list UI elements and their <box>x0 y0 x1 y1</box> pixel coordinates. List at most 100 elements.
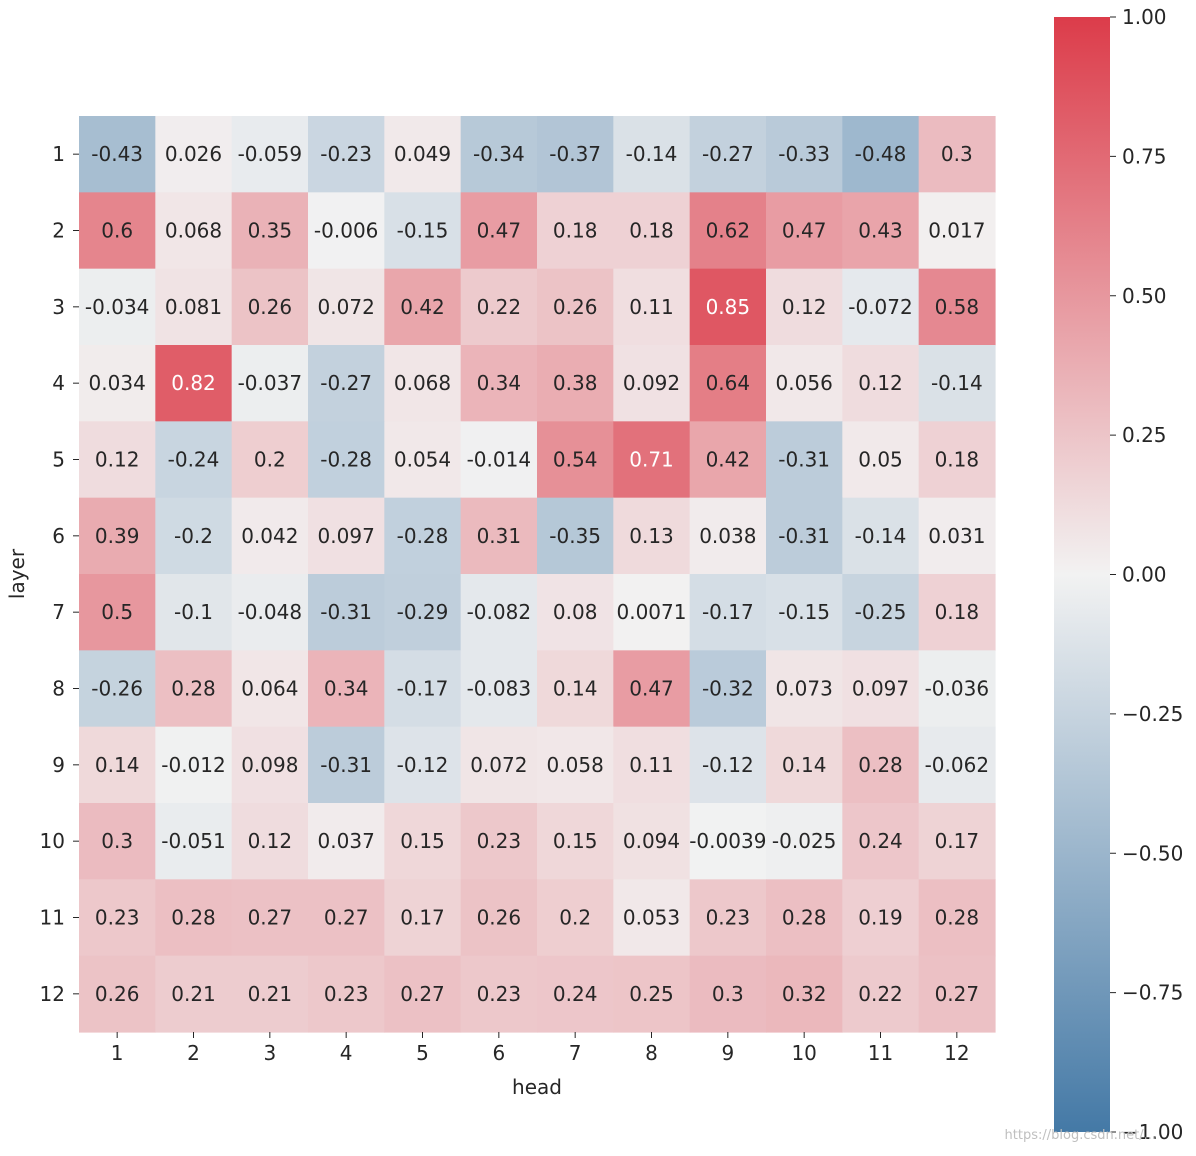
cell-label-r2-c1: 0.6 <box>101 219 133 243</box>
heatmap-cell-r8-c11 <box>842 650 920 728</box>
heatmap-cell-r7-c8 <box>613 574 691 651</box>
cell-label-r5-c12: 0.18 <box>935 448 980 472</box>
colorbar-tick-label-7: −0.75 <box>1122 981 1183 1005</box>
cell-label-r12-c4: 0.23 <box>324 982 369 1006</box>
y-tick-label-8: 8 <box>52 677 65 701</box>
cell-label-r7-c11: -0.25 <box>855 600 907 624</box>
heatmap-cell-r5-c12 <box>918 421 996 499</box>
heatmap-cell-r9-c2 <box>155 726 233 804</box>
cell-label-r1-c7: -0.37 <box>549 142 601 166</box>
cell-label-r5-c7: 0.54 <box>553 448 598 472</box>
heatmap-cell-r10-c10 <box>766 803 843 880</box>
y-axis-label: layer <box>5 548 29 599</box>
cell-label-r9-c11: 0.28 <box>858 753 903 777</box>
cell-label-r1-c1: -0.43 <box>91 142 143 166</box>
heatmap-cell-r3-c4 <box>308 268 385 346</box>
cell-label-r10-c6: 0.23 <box>477 829 522 853</box>
heatmap-cell-r11-c10 <box>766 879 843 957</box>
cell-label-r7-c5: -0.29 <box>397 600 449 624</box>
cell-label-r9-c8: 0.11 <box>629 753 674 777</box>
cell-label-r2-c6: 0.47 <box>477 219 522 243</box>
heatmap-cell-r2-c2 <box>155 192 233 270</box>
cell-label-r5-c6: -0.014 <box>467 448 531 472</box>
cell-label-r3-c5: 0.42 <box>400 295 445 319</box>
heatmap-cell-r9-c1 <box>79 726 156 804</box>
cell-label-r2-c4: -0.006 <box>314 219 378 243</box>
heatmap-cell-r11-c4 <box>308 879 385 957</box>
heatmap-cell-r6-c11 <box>842 497 920 575</box>
cell-label-r9-c2: -0.012 <box>161 753 225 777</box>
cell-label-r1-c6: -0.34 <box>473 142 525 166</box>
heatmap-cell-r3-c2 <box>155 268 233 346</box>
heatmap-cells <box>79 116 996 1033</box>
heatmap-cell-r10-c6 <box>460 803 538 880</box>
heatmap-cell-r9-c9 <box>689 726 767 804</box>
heatmap-cell-r6-c12 <box>918 497 996 575</box>
heatmap-cell-r5-c3 <box>231 421 309 499</box>
cell-label-r2-c10: 0.47 <box>782 219 827 243</box>
heatmap-cell-r6-c1 <box>79 497 156 575</box>
heatmap-cell-r11-c6 <box>460 879 538 957</box>
cell-label-r7-c10: -0.15 <box>778 600 830 624</box>
cell-label-r8-c9: -0.32 <box>702 677 754 701</box>
heatmap-cell-r8-c8 <box>613 650 691 728</box>
cell-label-r12-c10: 0.32 <box>782 982 827 1006</box>
heatmap-cell-r11-c12 <box>918 879 996 957</box>
heatmap-cell-r12-c10 <box>766 955 843 1033</box>
heatmap-cell-r7-c7 <box>537 574 614 651</box>
heatmap-cell-r5-c1 <box>79 421 156 499</box>
heatmap-cell-r12-c12 <box>918 955 996 1033</box>
heatmap-cell-r10-c12 <box>918 803 996 880</box>
cell-label-r9-c12: -0.062 <box>925 753 989 777</box>
heatmap-cell-r8-c4 <box>308 650 385 728</box>
cell-label-r11-c11: 0.19 <box>858 906 903 930</box>
heatmap-cell-r1-c9 <box>689 116 767 193</box>
cell-label-r9-c9: -0.12 <box>702 753 754 777</box>
heatmap-cell-r10-c8 <box>613 803 691 880</box>
heatmap-cell-r10-c5 <box>384 803 462 880</box>
heatmap-cell-r2-c7 <box>537 192 614 270</box>
heatmap-cell-r1-c6 <box>460 116 538 193</box>
heatmap-cell-r1-c12 <box>918 116 996 193</box>
heatmap-cell-r5-c6 <box>460 421 538 499</box>
heatmap-cell-r12-c11 <box>842 955 920 1033</box>
x-tick-label-12: 12 <box>944 1041 969 1065</box>
x-tick-label-11: 11 <box>868 1041 893 1065</box>
cell-label-r12-c11: 0.22 <box>858 982 903 1006</box>
cell-label-r11-c7: 0.2 <box>559 906 591 930</box>
heatmap-cell-r4-c4 <box>308 345 385 422</box>
heatmap-cell-r12-c6 <box>460 955 538 1033</box>
heatmap-cell-r1-c2 <box>155 116 233 193</box>
cell-label-r3-c7: 0.26 <box>553 295 598 319</box>
heatmap-cell-r4-c10 <box>766 345 843 422</box>
heatmap-cell-r11-c2 <box>155 879 233 957</box>
cell-label-r12-c2: 0.21 <box>171 982 216 1006</box>
heatmap-cell-r5-c11 <box>842 421 920 499</box>
heatmap-cell-r2-c1 <box>79 192 156 270</box>
heatmap-cell-r2-c4 <box>308 192 385 270</box>
heatmap-cell-r2-c3 <box>231 192 309 270</box>
cell-label-r12-c6: 0.23 <box>477 982 522 1006</box>
heatmap-cell-r11-c3 <box>231 879 309 957</box>
heatmap-cell-r10-c11 <box>842 803 920 880</box>
cell-label-r6-c9: 0.038 <box>699 524 756 548</box>
heatmap-cell-r11-c1 <box>79 879 156 957</box>
cell-label-r6-c11: -0.14 <box>855 524 907 548</box>
x-axis-ticks: 1 2 3 4 5 6 7 8 9 10 11 12 <box>111 1032 970 1065</box>
y-tick-label-10: 10 <box>40 829 65 853</box>
cell-label-r5-c11: 0.05 <box>858 448 903 472</box>
y-tick-label-11: 11 <box>40 906 65 930</box>
heatmap-cell-r4-c7 <box>537 345 614 422</box>
heatmap-cell-r1-c10 <box>766 116 843 193</box>
colorbar-tick-label-6: −0.50 <box>1122 841 1183 865</box>
cell-label-r8-c5: -0.17 <box>397 677 449 701</box>
heatmap-cell-r10-c9 <box>689 803 767 880</box>
cell-label-r5-c2: -0.24 <box>168 448 220 472</box>
heatmap-cell-r8-c9 <box>689 650 767 728</box>
heatmap-cell-r6-c2 <box>155 497 233 575</box>
cell-label-r2-c11: 0.43 <box>858 219 903 243</box>
cell-label-r11-c9: 0.23 <box>706 906 751 930</box>
y-tick-label-9: 9 <box>52 753 65 777</box>
heatmap-cell-r6-c10 <box>766 497 843 575</box>
heatmap-cell-r1-c8 <box>613 116 691 193</box>
